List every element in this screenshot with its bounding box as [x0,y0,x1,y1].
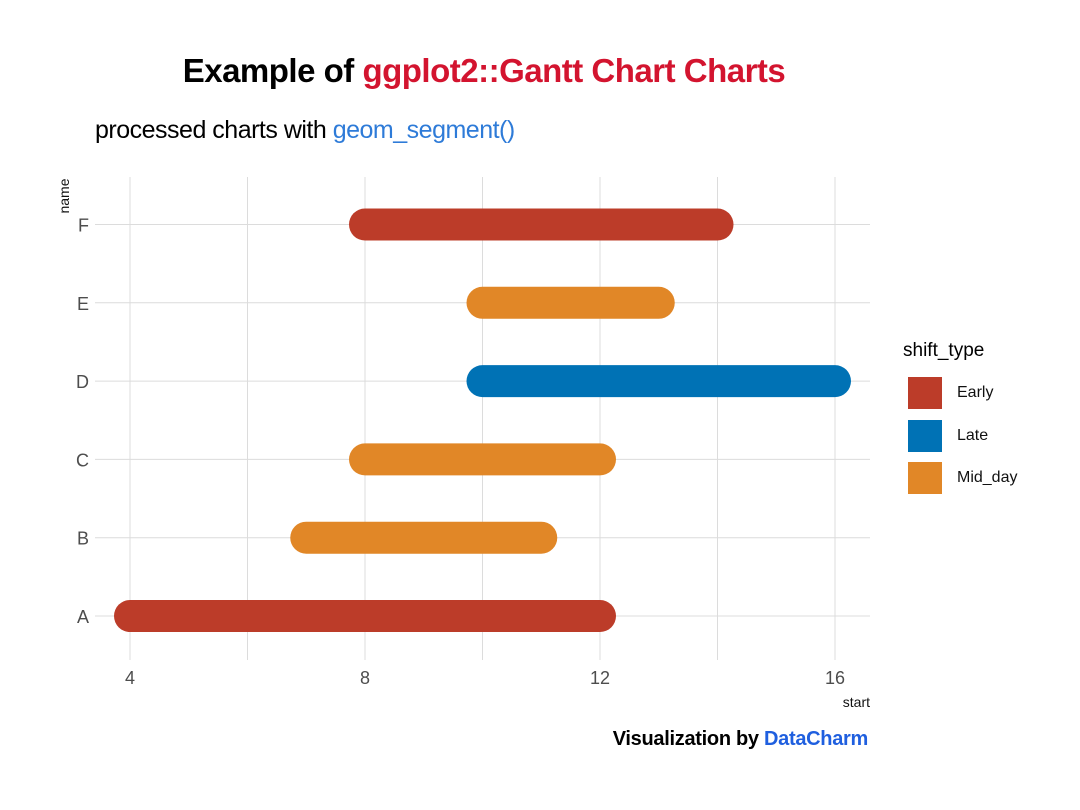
legend-label-early: Early [957,384,994,402]
y-tick-b: B [77,529,89,549]
x-tick-4: 4 [125,668,135,688]
legend: shift_type Early Late Mid_day [903,340,1017,500]
legend-item-late: Late [903,415,1017,458]
legend-item-mid-day: Mid_day [903,457,1017,500]
caption: Visualization by DataCharm [612,728,869,751]
subtitle-prefix: processed charts with [95,116,333,144]
legend-swatch-late [908,419,942,452]
title-prefix: Example of [182,52,363,89]
subtitle-accent: geom_segment() [332,116,515,144]
x-axis-label: start [843,694,870,710]
y-axis-ticks: A B C D E F [76,216,89,628]
chart-title: Example of ggplot2::Gantt Chart Charts [0,52,968,90]
y-axis-label: name [56,178,72,213]
legend-swatch-mid-day [908,462,942,495]
x-tick-16: 16 [825,668,845,688]
legend-swatch-early [908,377,942,410]
x-tick-8: 8 [360,668,370,688]
legend-label-mid-day: Mid_day [957,469,1018,487]
chart-subtitle: processed charts with geom_segment() [95,116,515,145]
caption-accent: DataCharm [764,728,868,750]
y-tick-e: E [77,294,89,314]
y-tick-a: A [77,607,89,627]
title-accent: ggplot2::Gantt Chart Charts [362,52,786,89]
y-tick-c: C [76,450,89,470]
x-axis-ticks: 4 8 12 16 [125,668,845,688]
y-tick-d: D [76,372,89,392]
legend-item-early: Early [903,372,1017,415]
grid-lines [95,177,870,660]
legend-title: shift_type [903,340,985,361]
gantt-bars [114,208,851,632]
x-tick-12: 12 [590,668,610,688]
caption-prefix: Visualization by [612,728,764,750]
y-tick-f: F [78,216,89,236]
legend-label-late: Late [957,426,989,444]
